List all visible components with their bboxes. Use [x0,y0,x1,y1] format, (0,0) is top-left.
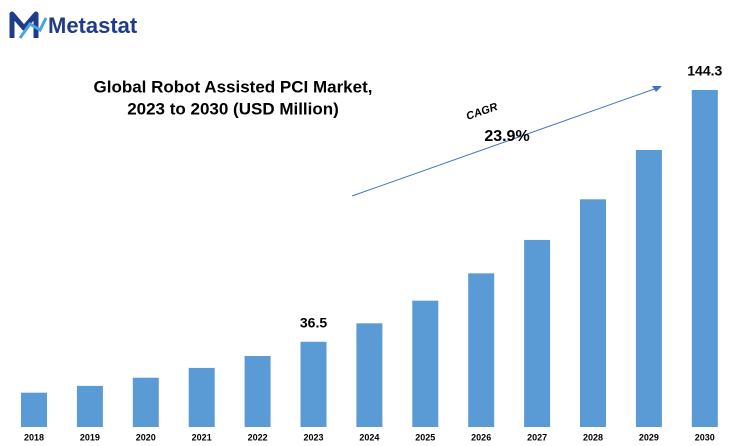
bar [244,356,271,427]
x-tick-label: 2030 [695,432,715,442]
x-tick-label: 2026 [471,432,491,442]
logo: Metastat [9,11,138,39]
x-tick-label: 2023 [303,432,323,442]
cagr-label: CAGR [465,101,500,123]
logo-accent [18,17,48,39]
bar [132,377,159,427]
value-label: 36.5 [300,314,327,330]
x-tick-label: 2022 [248,432,268,442]
x-tick-label: 2025 [415,432,435,442]
chart-title: 2023 to 2030 (USD Million) [127,99,339,118]
bar [691,90,718,427]
x-tick-label: 2018 [24,432,44,442]
value-label: 144.3 [687,63,722,79]
cagr-value: 23.9% [484,128,529,145]
bar [21,392,47,427]
x-tick-label: 2019 [80,432,100,442]
x-tick-label: 2027 [527,432,547,442]
bar [468,273,495,427]
bar [188,367,215,427]
bar [635,150,662,428]
bar [580,199,606,427]
x-tick-label: 2020 [136,432,156,442]
x-tick-label: 2029 [639,432,659,442]
bar [412,300,439,427]
x-tick-label: 2021 [192,432,212,442]
logo-icon [9,11,39,38]
bar [300,341,327,427]
bar [356,323,383,427]
x-tick-label: 2024 [359,432,379,442]
cagr-arrow [351,86,661,197]
arrow-head [652,86,662,92]
chart-title: Global Robot Assisted PCI Market, [94,77,373,96]
brand: Metastat [48,13,138,38]
bar [76,385,103,427]
x-tick-label: 2028 [583,432,603,442]
bar [524,239,551,427]
